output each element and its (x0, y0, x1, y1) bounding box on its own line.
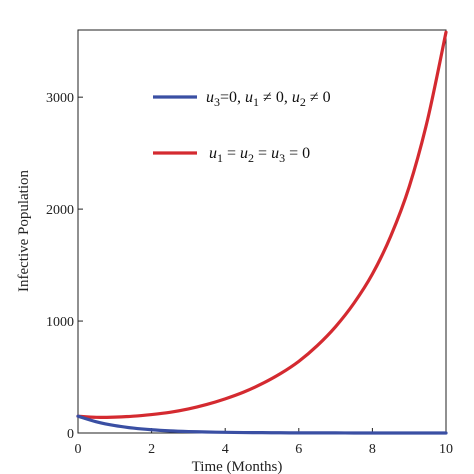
x-tick-label: 0 (75, 442, 82, 457)
y-axis: 0 1000 2000 3000 (46, 91, 83, 442)
y-tick-label: 1000 (46, 315, 74, 330)
y-axis-label: Infective Population (16, 169, 32, 292)
legend: u3=0, u1 ≠ 0, u2 ≠ 0 u1 = u2 = u3 = 0 (153, 89, 331, 165)
x-tick-label: 2 (148, 442, 155, 457)
legend-label-0: u3=0, u1 ≠ 0, u2 ≠ 0 (206, 89, 331, 109)
x-tick-label: 6 (295, 442, 302, 457)
x-tick-label: 10 (439, 442, 453, 457)
x-tick-label: 8 (369, 442, 376, 457)
x-tick-label: 4 (222, 442, 229, 457)
y-tick-label: 0 (67, 427, 74, 442)
y-tick-label: 2000 (46, 203, 74, 218)
y-tick-label: 3000 (46, 91, 74, 106)
x-axis-label: Time (Months) (192, 459, 283, 474)
series-line-1 (76, 30, 448, 419)
series-line-0 (76, 414, 448, 435)
legend-label-1: u1 = u2 = u3 = 0 (209, 145, 310, 165)
plot-frame (77, 29, 447, 434)
series-layer (76, 30, 448, 435)
